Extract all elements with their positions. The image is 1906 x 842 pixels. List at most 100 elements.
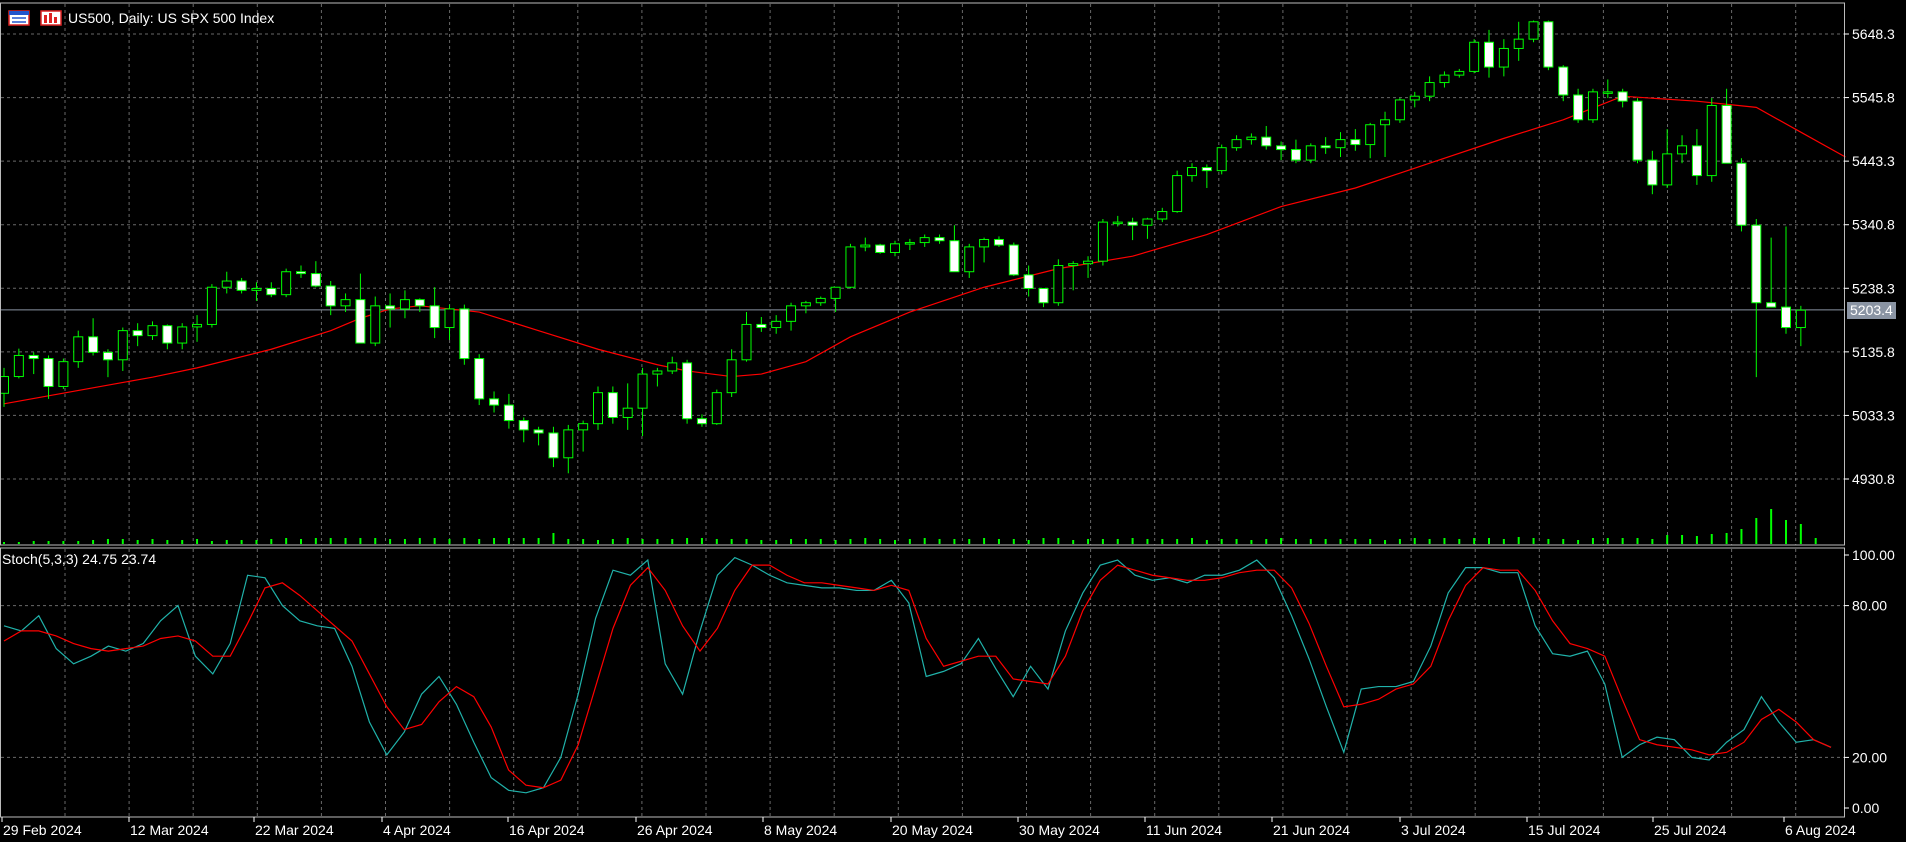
candle-body-bull [1454, 70, 1465, 76]
candle-body-bull [1528, 21, 1539, 40]
candle [1439, 71, 1450, 88]
candle [474, 354, 485, 406]
candle-body-bull [830, 286, 841, 299]
candle [429, 287, 440, 339]
candle [1112, 215, 1123, 227]
candle-body-bear [1647, 159, 1658, 186]
candle [58, 358, 69, 389]
stoch-tick-label: 20.00 [1852, 749, 1887, 765]
candle-body-bull [860, 244, 871, 248]
candle [1201, 164, 1212, 188]
candle [1008, 242, 1019, 277]
candle [786, 302, 797, 331]
candle-body-bear [548, 432, 559, 459]
candle-body-bear [1008, 244, 1019, 276]
chart-properties-icon[interactable] [40, 10, 62, 26]
time-tick-label: 26 Apr 2024 [637, 822, 713, 838]
candle [1083, 256, 1094, 278]
price-axis[interactable]: 5648.3 5545.8 5443.3 5340.8 5238.3 5135.8 5033… [1844, 26, 1895, 816]
candle-body-bear [102, 351, 113, 361]
indicator-pane-border [0, 547, 1845, 818]
candle-body-bear [696, 418, 707, 425]
candle [1350, 129, 1361, 151]
candle [1736, 158, 1747, 232]
candle [964, 243, 975, 278]
candle [756, 317, 767, 332]
candle [815, 296, 826, 306]
candle-body-bear [1766, 302, 1777, 308]
candle [414, 298, 425, 313]
candle [117, 327, 128, 371]
time-axis[interactable]: 29 Feb 2024 12 Mar 2024 22 Mar 2024 4 Apr 2… [1, 817, 1856, 838]
time-tick-label: 16 Apr 2024 [509, 822, 585, 838]
time-tick-label: 11 Jun 2024 [1146, 822, 1222, 838]
candle-body-bear [1023, 274, 1034, 289]
candle [1365, 122, 1376, 159]
candle [1172, 170, 1183, 213]
candle [800, 300, 811, 314]
candle [1602, 79, 1613, 99]
candle [830, 286, 841, 313]
candle-body-bull [147, 325, 158, 337]
candle-body-bull [919, 237, 930, 244]
candle-body-bull [1662, 153, 1673, 186]
candle-body-bear [1543, 21, 1554, 68]
candle [236, 277, 247, 294]
candle-body-bull [0, 376, 9, 394]
candle-body-bull [206, 286, 217, 325]
candle [1484, 29, 1494, 78]
candle [43, 355, 54, 399]
candle-body-bear [429, 305, 440, 329]
candle-body-bear [934, 237, 945, 242]
candle [682, 359, 693, 424]
candle-body-bull [1424, 82, 1435, 97]
price-tick-label: 5443.3 [1852, 153, 1895, 169]
candle-body-bull [1587, 91, 1598, 121]
candle [860, 237, 871, 252]
candle-body-bull [1142, 218, 1153, 226]
candle [563, 424, 574, 474]
candle [622, 383, 633, 430]
price-tick-label: 5648.3 [1852, 26, 1895, 42]
candle-body-bull [1602, 91, 1613, 94]
candle [1261, 125, 1272, 150]
candle [1023, 265, 1034, 297]
candle-body-bull [890, 243, 900, 253]
candle-body-bear [1320, 145, 1331, 149]
price-tick-label: 5135.8 [1852, 344, 1895, 360]
candle [1751, 219, 1762, 378]
candle-body-bull [771, 320, 782, 329]
candle-body-bull [1231, 139, 1242, 149]
candle-body-bull [1380, 119, 1391, 126]
candle-body-bull [58, 361, 69, 387]
candle [533, 426, 544, 446]
stoch-main-line [3, 556, 1832, 794]
candle [28, 352, 39, 375]
candle [325, 281, 336, 316]
candle [904, 238, 915, 251]
candle-body-bear [993, 238, 1004, 246]
candle-body-bull [1112, 221, 1123, 225]
candle-body-bull [1187, 167, 1197, 177]
candle [177, 323, 188, 350]
candle-body-bull [251, 287, 262, 291]
candle-body-bull [444, 308, 455, 329]
candle-body-bear [1632, 100, 1643, 161]
candle [1558, 65, 1569, 102]
moving-average-line [3, 95, 1846, 405]
grid [1, 4, 1844, 817]
candle-body-bull [667, 362, 678, 372]
candle-body-bear [1290, 149, 1301, 161]
candle [1246, 133, 1257, 145]
time-tick-label: 22 Mar 2024 [255, 822, 334, 838]
candle [0, 367, 9, 407]
candle [1706, 98, 1717, 182]
stochastic-label: Stoch(5,3,3) 24.75 23.74 [2, 551, 157, 567]
time-tick-label: 30 May 2024 [1019, 822, 1100, 838]
time-tick-label: 3 Jul 2024 [1401, 822, 1466, 838]
chart-list-icon[interactable] [8, 10, 30, 26]
candle [296, 265, 306, 278]
candle-body-bear [503, 404, 514, 422]
stochastic-lines [3, 556, 1832, 794]
